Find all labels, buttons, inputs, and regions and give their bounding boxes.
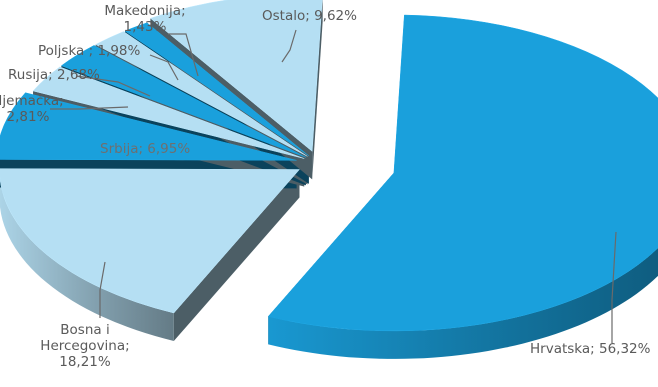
leader-line: [99, 261, 106, 318]
slice-njema-ka: [32, 66, 305, 159]
slice-rusija: [60, 45, 306, 158]
slice-label-rusija: Rusija; 2,68%: [8, 67, 100, 83]
slice-side-bosna-i-hercegovina: [0, 178, 174, 341]
slice-srbija: [0, 92, 297, 161]
slice-label-makedonija: Makedonija; 1,43%: [104, 3, 185, 35]
slice-label-poljska: Poljska ; 1,98%: [38, 43, 140, 59]
slice-poljska: [95, 31, 308, 157]
leader-line: [75, 75, 151, 97]
slice-wall-ostalo-1: [312, 0, 323, 180]
slice-label-srbija: Srbija; 6,95%: [100, 141, 190, 157]
slice-side-hrvatska: [268, 247, 658, 359]
slice-label-ostalo: Ostalo; 9,62%: [262, 8, 357, 24]
slice-ostalo: [149, 0, 323, 152]
leader-line: [281, 29, 297, 63]
slice-bosna-i-hercegovina: [0, 168, 300, 314]
leader-lines: [50, 29, 617, 343]
slice-tops: [0, 0, 658, 332]
slice-wall-bosna-i-hercegovina-0: [173, 169, 300, 341]
leader-line: [168, 33, 199, 77]
slice-makedonija: [124, 22, 309, 157]
leader-line: [611, 231, 617, 343]
slice-labels: Hrvatska; 56,32% Bosna i Hercegovina; 18,21…: [0, 3, 651, 370]
slice-label-hrvatska: Hrvatska; 56,32%: [530, 341, 651, 357]
leader-line: [50, 106, 129, 110]
leader-line: [149, 54, 179, 81]
slice-hrvatska: [267, 14, 658, 332]
slice-label-bosna-i-hercegovina: Bosna i Hercegovina; 18,21%: [40, 322, 129, 370]
slice-label-njema-ka: Njemačka;2,81%: [0, 93, 64, 125]
